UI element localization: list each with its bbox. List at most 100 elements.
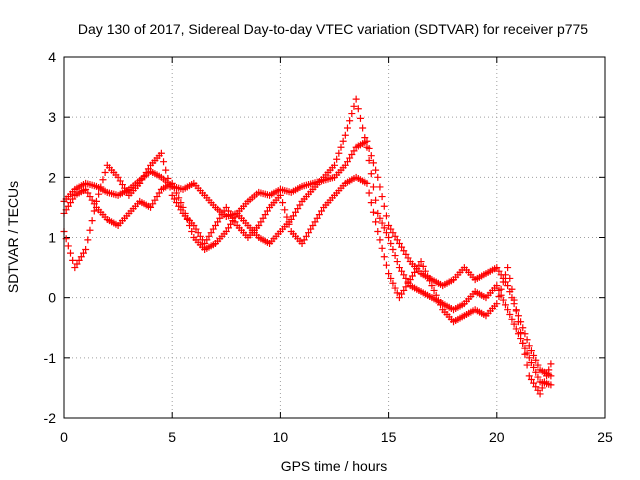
data-point bbox=[173, 199, 181, 207]
data-point bbox=[389, 279, 397, 287]
data-point bbox=[523, 361, 531, 369]
data-point bbox=[493, 282, 501, 290]
data-point bbox=[532, 368, 540, 376]
data-point bbox=[510, 320, 518, 328]
data-point bbox=[79, 249, 87, 257]
data-point bbox=[339, 137, 347, 145]
data-point bbox=[393, 236, 401, 244]
data-point bbox=[408, 272, 416, 280]
data-point bbox=[341, 161, 349, 169]
chart-title: Day 130 of 2017, Sidereal Day-to-day VTE… bbox=[78, 21, 588, 37]
data-point bbox=[350, 102, 358, 110]
data-point bbox=[421, 267, 429, 275]
data-point bbox=[155, 189, 163, 197]
data-point bbox=[194, 229, 202, 237]
data-point bbox=[343, 158, 351, 166]
data-point bbox=[138, 176, 146, 184]
data-point bbox=[363, 137, 371, 145]
data-point bbox=[153, 193, 161, 201]
data-point bbox=[211, 221, 219, 229]
data-point bbox=[493, 264, 501, 272]
data-point bbox=[222, 203, 230, 211]
data-point bbox=[227, 211, 235, 219]
data-point bbox=[525, 354, 533, 362]
data-point bbox=[378, 244, 386, 252]
series-track-b bbox=[60, 95, 555, 389]
data-point bbox=[307, 225, 315, 233]
data-point bbox=[142, 169, 150, 177]
data-point bbox=[547, 360, 555, 368]
data-point bbox=[382, 229, 390, 237]
data-point bbox=[497, 285, 505, 293]
data-point bbox=[64, 242, 72, 250]
data-point bbox=[300, 236, 308, 244]
plot-frame bbox=[63, 56, 606, 419]
data-point bbox=[160, 158, 168, 166]
data-point bbox=[499, 278, 507, 286]
data-point bbox=[378, 193, 386, 201]
data-point bbox=[499, 296, 507, 304]
data-point bbox=[406, 276, 414, 284]
data-point bbox=[525, 342, 533, 350]
data-point bbox=[506, 311, 514, 319]
data-point bbox=[361, 134, 369, 142]
data-point bbox=[432, 291, 440, 299]
data-point bbox=[521, 330, 529, 338]
data-point bbox=[263, 207, 271, 215]
data-point bbox=[519, 339, 527, 347]
data-point bbox=[348, 150, 356, 158]
data-point bbox=[285, 220, 293, 228]
y-tick-label: -1 bbox=[44, 350, 57, 366]
data-point bbox=[508, 285, 516, 293]
y-tick-label: 4 bbox=[48, 49, 56, 65]
data-point bbox=[149, 200, 157, 208]
data-point bbox=[261, 211, 269, 219]
data-point bbox=[519, 324, 527, 332]
data-point bbox=[523, 336, 531, 344]
data-point bbox=[413, 265, 421, 273]
data-point bbox=[318, 207, 326, 215]
data-point bbox=[222, 227, 230, 235]
data-point bbox=[374, 209, 382, 217]
data-point bbox=[114, 173, 122, 181]
data-point bbox=[64, 202, 72, 210]
data-point bbox=[376, 236, 384, 244]
data-point bbox=[287, 215, 295, 223]
data-point bbox=[333, 155, 341, 163]
data-point bbox=[543, 372, 551, 380]
data-point bbox=[335, 149, 343, 157]
data-point bbox=[493, 300, 501, 308]
data-point bbox=[385, 270, 393, 278]
data-point bbox=[196, 232, 204, 240]
data-point bbox=[313, 214, 321, 222]
data-point bbox=[95, 190, 103, 198]
data-point bbox=[140, 172, 148, 180]
data-point bbox=[415, 261, 423, 269]
data-point bbox=[393, 289, 401, 297]
data-point bbox=[532, 356, 540, 364]
data-point bbox=[337, 143, 345, 151]
data-point bbox=[71, 264, 79, 272]
data-point bbox=[380, 224, 388, 232]
data-point bbox=[231, 218, 239, 226]
data-point bbox=[374, 227, 382, 235]
data-point bbox=[283, 213, 291, 221]
series-track-c bbox=[60, 149, 555, 398]
data-point bbox=[389, 229, 397, 237]
data-point bbox=[151, 196, 159, 204]
data-point bbox=[69, 195, 77, 203]
data-point bbox=[530, 351, 538, 359]
data-point bbox=[162, 166, 170, 174]
data-point bbox=[534, 386, 542, 394]
data-point bbox=[426, 277, 434, 285]
data-point bbox=[66, 249, 74, 257]
data-point bbox=[404, 254, 412, 262]
data-point bbox=[521, 344, 529, 352]
data-point bbox=[164, 175, 172, 183]
x-tick-label: 20 bbox=[489, 429, 505, 445]
data-point bbox=[356, 114, 364, 122]
data-point bbox=[376, 214, 384, 222]
data-point bbox=[400, 247, 408, 255]
data-point bbox=[281, 206, 289, 214]
